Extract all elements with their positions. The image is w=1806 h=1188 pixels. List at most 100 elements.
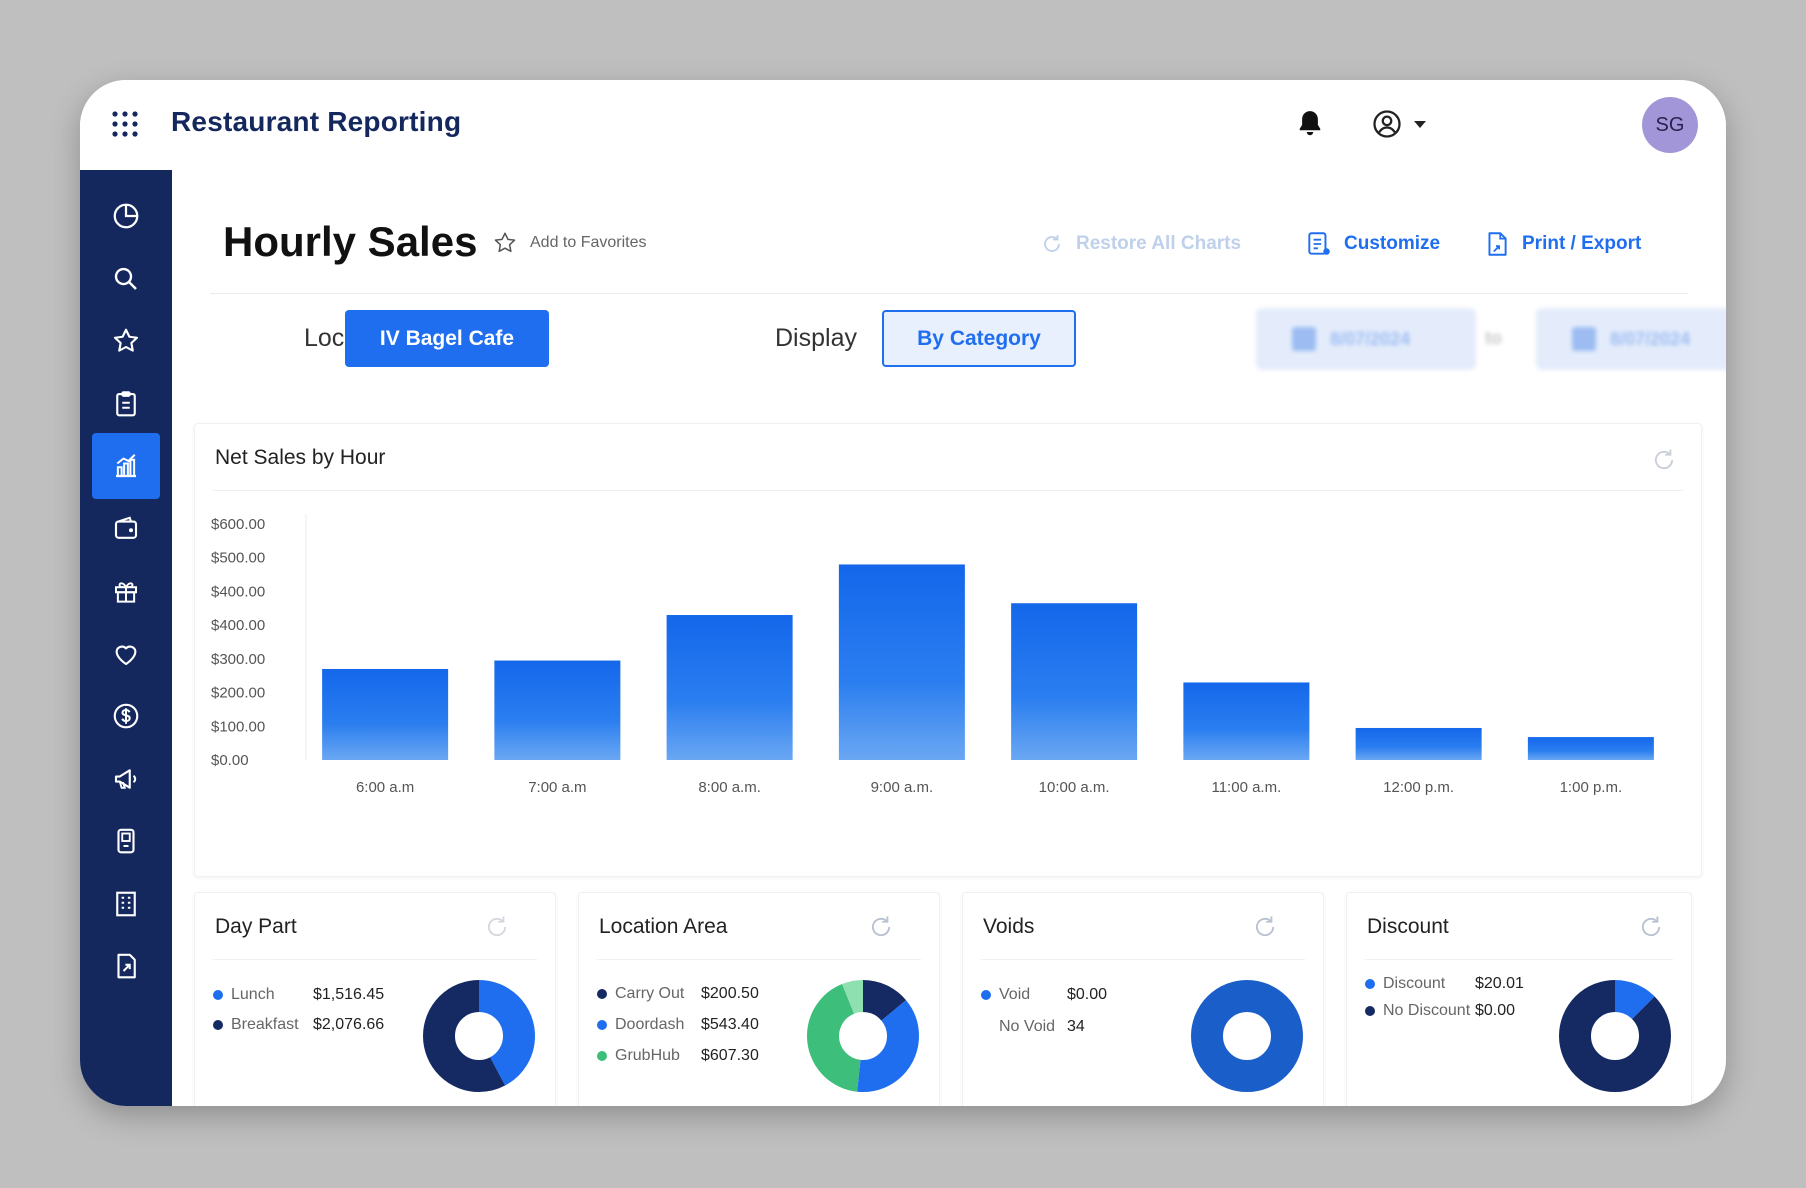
add-to-favorites-button[interactable]: Add to Favorites [492, 230, 647, 256]
refresh-icon[interactable] [1650, 446, 1678, 474]
donut-chart [1191, 980, 1303, 1092]
date-from-value: 8/07/2024 [1330, 328, 1411, 349]
x-tick-label: 8:00 a.m. [698, 779, 761, 796]
legend-label: No Void [999, 1018, 1056, 1035]
restore-icon [1044, 235, 1060, 252]
donut-slice[interactable] [807, 980, 919, 1092]
refresh-icon[interactable] [867, 913, 895, 941]
bar[interactable] [322, 668, 449, 760]
y-tick-label: $100.00 [211, 718, 265, 735]
legend-label: Lunch [231, 986, 275, 1003]
export-file-icon [117, 953, 136, 979]
top-bar: Restaurant Reporting SG [80, 80, 1726, 170]
x-tick-label: 10:00 a.m. [1039, 779, 1110, 796]
sidebar-item-favorites[interactable] [92, 308, 160, 374]
heart-icon [115, 645, 137, 666]
bar[interactable] [1183, 682, 1310, 760]
location-area-card: Location Area Carry Out $200.50 Doordash $5… [578, 892, 940, 1106]
main-content: Hourly Sales Add to Favorites Restore Al… [172, 170, 1726, 1106]
avatar[interactable]: SG [1642, 97, 1698, 153]
legend-item: Void [981, 986, 1030, 1004]
legend-item: No Discount [1365, 1002, 1470, 1020]
legend-dot [213, 1020, 223, 1030]
restore-all-charts-button[interactable]: Restore All Charts [1040, 232, 1241, 256]
x-tick-label: 11:00 a.m. [1211, 779, 1281, 796]
wallet-icon [114, 516, 138, 539]
app-grid-icon[interactable] [112, 111, 138, 137]
display-label: Display [775, 324, 857, 352]
favorites-label: Add to Favorites [530, 234, 647, 251]
clipboard-icon [116, 391, 136, 417]
x-tick-label: 7:00 a.m [528, 779, 586, 796]
donut-slice[interactable] [807, 980, 919, 1092]
sidebar-item-marketing[interactable] [92, 746, 160, 812]
legend-dot [1365, 1006, 1375, 1016]
legend-label: Doordash [615, 1016, 685, 1033]
date-to-picker[interactable]: 8/07/2024 [1536, 308, 1726, 370]
sidebar-item-payments[interactable] [92, 496, 160, 562]
location-select-button[interactable]: IV Bagel Cafe [345, 310, 549, 367]
date-from-picker[interactable]: 8/07/2024 [1256, 308, 1476, 370]
y-tick-label: $400.00 [211, 583, 265, 600]
user-menu[interactable] [1372, 107, 1442, 141]
discount-card: Discount Discount $20.01 No Discount $0.00 [1346, 892, 1692, 1106]
donut-slice[interactable] [807, 980, 919, 1092]
legend-item: No Void [981, 1018, 1055, 1036]
day-part-title: Day Part [215, 915, 297, 938]
legend-dot [981, 990, 991, 1000]
legend-value: $1,516.45 [313, 986, 385, 1003]
sidebar-item-exports[interactable] [92, 933, 160, 999]
donut-slice[interactable] [1559, 980, 1671, 1092]
legend-value: $20.01 [1475, 975, 1524, 992]
legend-label: No Discount [1383, 1002, 1471, 1019]
search-icon [114, 267, 137, 290]
bar[interactable] [494, 660, 621, 760]
bar[interactable] [1527, 737, 1654, 760]
display-select-button[interactable]: By Category [882, 310, 1076, 367]
bar-chart-icon [116, 454, 136, 478]
gift-icon [115, 582, 137, 603]
legend-label: Discount [1383, 975, 1446, 992]
donut-chart [807, 980, 919, 1092]
y-tick-label: $500.00 [211, 550, 265, 567]
sidebar-item-reports[interactable] [92, 371, 160, 437]
refresh-icon[interactable] [1637, 913, 1665, 941]
donut-slice[interactable] [423, 980, 535, 1092]
legend-item: Lunch [213, 986, 275, 1004]
date-to-value: 8/07/2024 [1610, 328, 1691, 349]
bar[interactable] [1355, 727, 1482, 760]
legend-dot [597, 989, 607, 999]
calendar-icon [1572, 327, 1596, 351]
legend-dot [597, 1051, 607, 1061]
legend-item: Breakfast [213, 1016, 299, 1034]
page-title: Hourly Sales [223, 218, 478, 265]
sidebar-item-locations[interactable] [92, 871, 160, 937]
customize-button[interactable]: Customize [1306, 230, 1440, 258]
y-tick-label: $200.00 [211, 685, 265, 702]
bar[interactable] [666, 615, 793, 760]
sidebar-item-loyalty[interactable] [92, 621, 160, 687]
refresh-icon[interactable] [1251, 913, 1279, 941]
bar[interactable] [838, 564, 965, 760]
sidebar-item-gift-cards[interactable] [92, 558, 160, 624]
sidebar-item-devices[interactable] [92, 808, 160, 874]
sidebar-item-dashboard[interactable] [92, 183, 160, 249]
x-tick-label: 12:00 p.m. [1383, 779, 1454, 796]
bar[interactable] [1011, 603, 1138, 760]
y-tick-label: $0.00 [211, 752, 249, 769]
refresh-icon[interactable] [483, 913, 511, 941]
pie-chart-icon [113, 203, 139, 229]
app-title: Restaurant Reporting [171, 106, 462, 137]
sidebar-item-sales[interactable] [92, 433, 160, 499]
sidebar-item-search[interactable] [92, 246, 160, 312]
date-range-to-label: to [1485, 328, 1502, 348]
legend-value: $0.00 [1475, 1002, 1516, 1019]
restore-label: Restore All Charts [1076, 233, 1242, 254]
donut-slice[interactable] [1191, 980, 1303, 1092]
notification-bell-icon[interactable] [1295, 108, 1325, 138]
print-export-button[interactable]: Print / Export [1484, 230, 1641, 258]
legend-item: GrubHub [597, 1047, 680, 1065]
discount-title: Discount [1367, 915, 1449, 938]
legend-label: GrubHub [615, 1047, 680, 1064]
sidebar-item-finance[interactable] [92, 683, 160, 749]
